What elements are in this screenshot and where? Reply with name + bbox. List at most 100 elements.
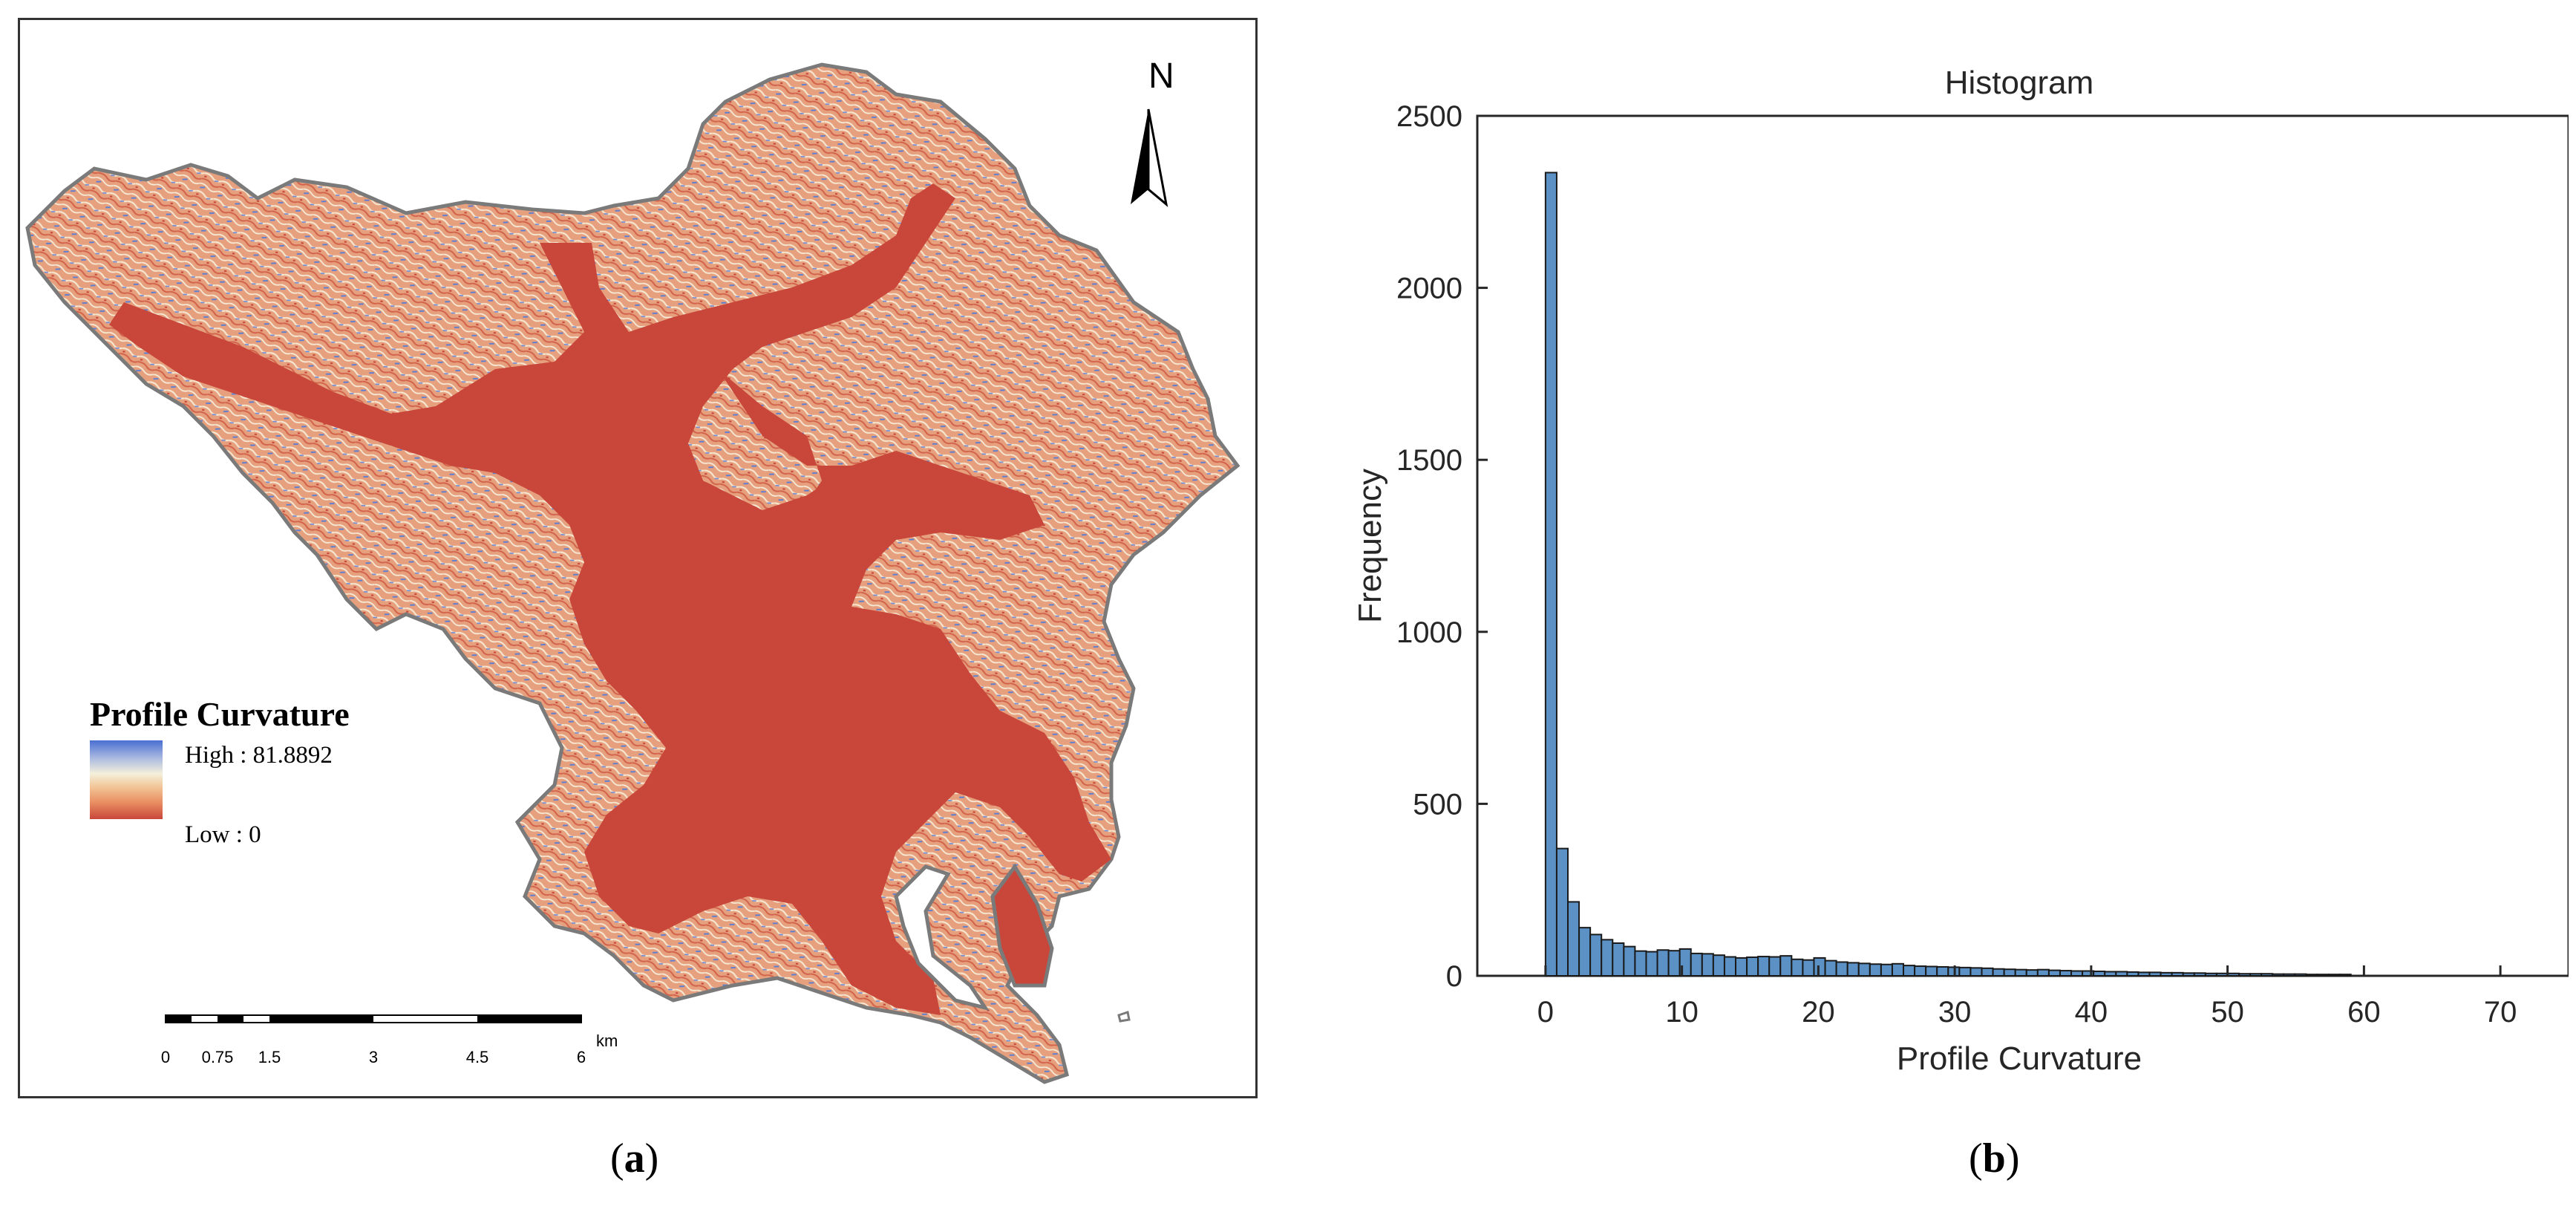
histogram-bar [1757,956,1771,977]
histogram-bar [2338,974,2352,977]
histogram-bar [1601,939,1614,977]
histogram-bar [2003,968,2016,977]
y-tick-label: 2000 [1396,273,1462,305]
legend-color-ramp [90,740,163,819]
histogram-bar [1992,968,2005,977]
histogram-bar [1667,950,1681,977]
histogram-bar [2305,974,2318,977]
x-tick-label: 30 [1938,996,1972,1029]
histogram-bar [1723,956,1737,977]
scale-tick-label: 0.75 [201,1048,234,1066]
map-panel: N Profile Curvature High : 81.8892 Low :… [18,18,1258,1098]
histogram-bar [2047,969,2061,977]
histogram-bar [1578,927,1592,977]
histogram-bar [1958,966,1972,977]
histogram-bar [1612,942,1625,977]
histogram-bar [1925,965,1938,977]
histogram-bar [2204,972,2217,977]
histogram-bar [1768,956,1782,977]
histogram-bar [1567,901,1580,977]
histogram-chart: Histogram 0 10 20 30 40 50 60 70 0 500 1000 1500 20… [1352,65,2569,1077]
scale-bar [165,1014,582,1023]
histogram-bar [1746,956,1759,977]
panel-label-a: (a) [610,1135,659,1182]
x-tick-label: 70 [2484,996,2517,1029]
histogram-bar [1555,847,1569,977]
north-arrow-icon [1131,108,1168,207]
histogram-bar [1869,963,1882,977]
x-tick-label: 0 [1537,996,1554,1029]
histogram-bar [2193,972,2206,977]
bars-layer [1544,172,2352,977]
histogram-bar [1903,965,1916,977]
histogram-bar [1735,957,1748,977]
x-tick-label: 10 [1665,996,1699,1029]
histogram-bar [1544,172,1557,977]
histogram-bar [1791,958,1804,977]
histogram-bar [1802,959,1815,977]
x-tick-label: 20 [1802,996,1835,1029]
legend-high-label: High : 81.8892 [185,742,333,769]
legend-low-label: Low : 0 [185,821,261,848]
histogram-bar [2249,973,2263,977]
histogram-bar [2327,974,2341,977]
histogram-bar [2226,972,2240,977]
island [1117,1011,1131,1023]
histogram-bar [1813,957,1826,977]
histogram-bar [2238,973,2252,977]
histogram-bar [2182,972,2195,977]
x-tick-label: 50 [2211,996,2244,1029]
histogram-bar [1589,933,1603,977]
histogram-bar [2036,968,2050,977]
histogram-bar [2104,971,2117,977]
histogram-bar [1824,959,1837,977]
x-tick-label: 40 [2075,996,2108,1029]
y-tick-label: 0 [1446,960,1462,993]
histogram-bar [2137,971,2151,977]
histogram-bar [2126,971,2139,977]
north-label: N [1148,56,1174,96]
histogram-bar [1936,965,1949,977]
histogram-bar [2148,971,2162,977]
histogram-bar [2093,970,2106,977]
histogram-bar [1981,967,1994,977]
scale-tick-label: 3 [368,1048,379,1066]
histogram-bar [1645,951,1658,977]
x-axis-label: Profile Curvature [1897,1040,2142,1077]
y-tick-label: 2500 [1396,100,1462,133]
histogram-bar [2171,971,2184,977]
histogram-bar [2272,973,2285,977]
histogram-bar [1712,954,1725,977]
scale-tick-label: 6 [576,1048,586,1066]
histogram-bar [1701,953,1714,977]
histogram-bar [1623,945,1636,977]
histogram-bar [1690,952,1703,977]
histogram-bar [2025,969,2039,977]
inlet-left [894,864,990,1011]
histogram-bar [1835,961,1848,977]
histogram-bar [1656,949,1670,977]
histogram-bar [2283,973,2296,977]
histogram-bar [1880,963,1893,977]
histogram-bar [2160,971,2173,977]
histogram-bar [1969,967,1983,977]
x-tick-label: 60 [2347,996,2381,1029]
y-axis-ticks: 0 500 1000 1500 2000 2500 [1396,100,1488,993]
histogram-bar [2115,971,2128,977]
y-tick-label: 1500 [1396,444,1462,477]
profile-curvature-map [25,62,1240,1084]
y-axis-label: Frequency [1352,469,1388,623]
histogram-bar [2070,970,2084,977]
valley-branch [718,369,896,629]
histogram-bar [1779,955,1793,977]
y-tick-label: 1000 [1396,616,1462,649]
histogram-bar [1634,950,1647,977]
histogram-bar [2294,973,2307,977]
x-axis-ticks: 0 10 20 30 40 50 60 70 [1537,965,2517,1029]
histogram-bar [2215,972,2229,977]
scale-tick-label: 1.5 [258,1048,281,1066]
histogram-bar [2014,968,2027,977]
histogram-bar [1891,962,1905,977]
histogram-bar [1914,965,1927,977]
chart-title: Histogram [1945,65,2094,101]
